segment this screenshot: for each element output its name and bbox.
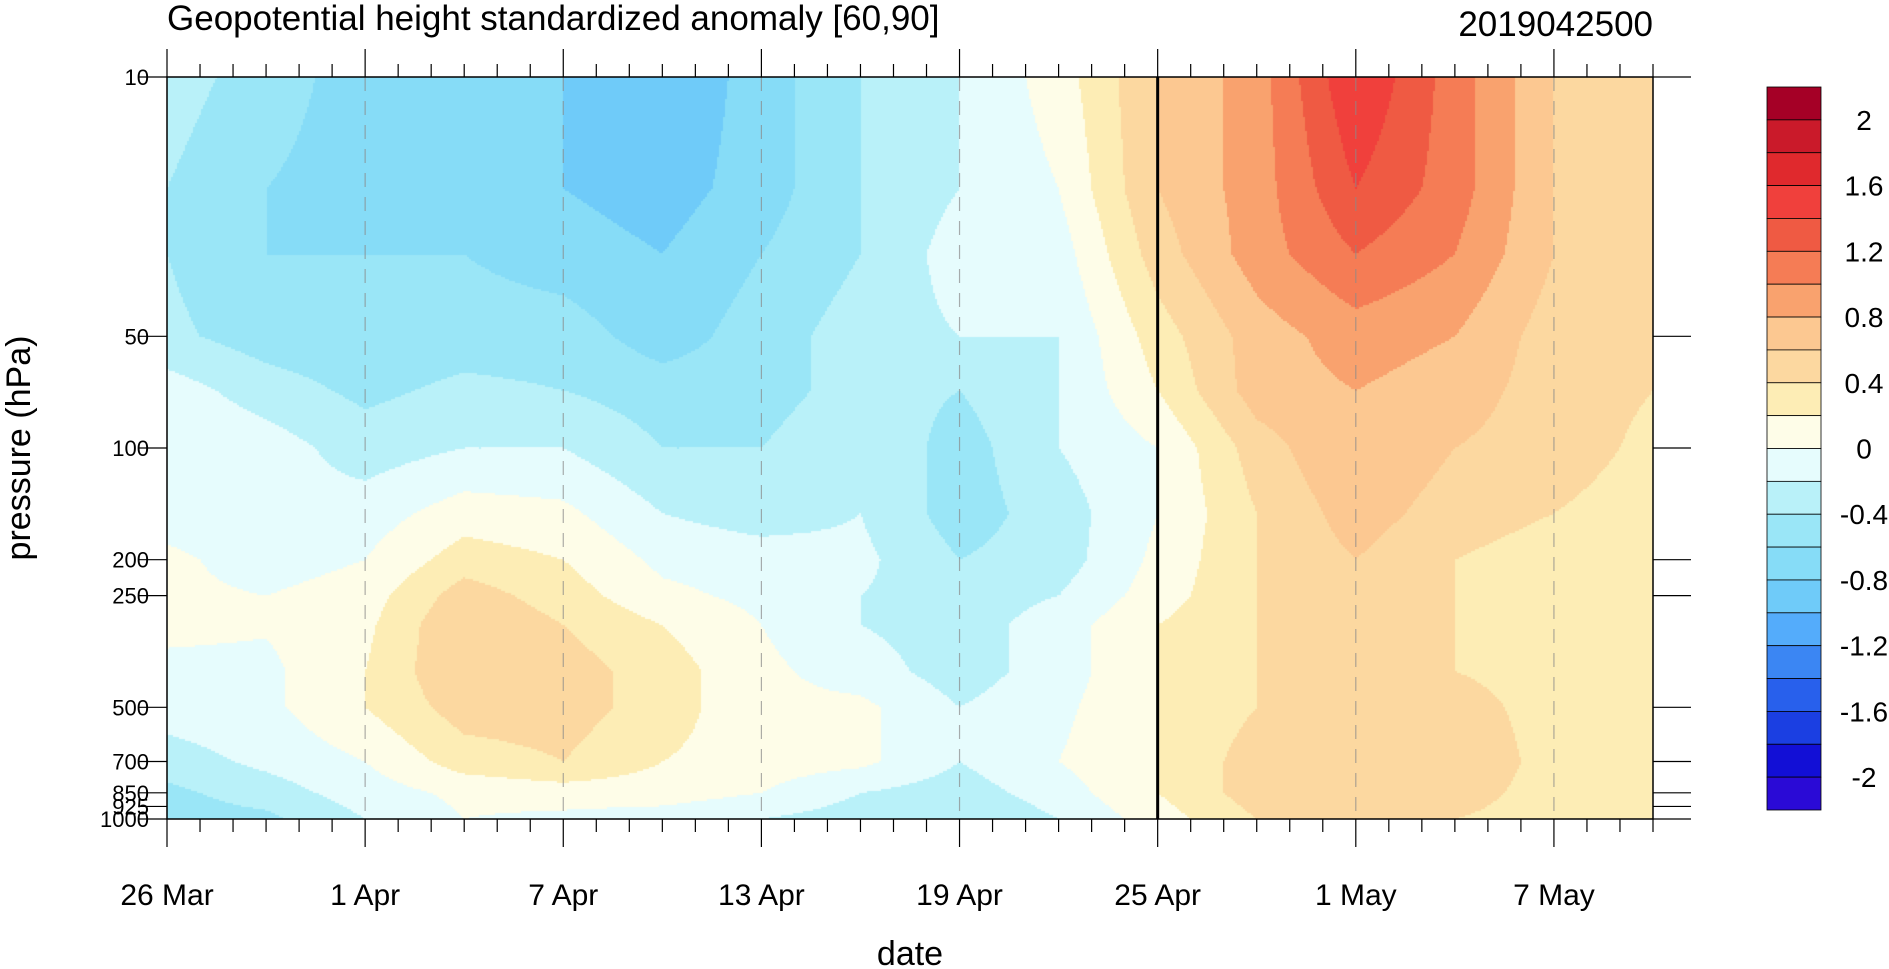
colorbar-swatch <box>1766 513 1822 548</box>
colorbar-swatch <box>1766 579 1822 614</box>
colorbar-swatch <box>1766 349 1822 384</box>
colorbar-swatch <box>1766 645 1822 679</box>
colorbar-swatch <box>1766 119 1822 154</box>
y-axis-label: pressure (hPa) <box>0 336 38 561</box>
colorbar-swatch <box>1766 480 1822 515</box>
x-tick-label: 19 Apr <box>916 879 1003 912</box>
colorbar-label: -1.2 <box>1840 631 1888 662</box>
y-tick-label: 100 <box>112 436 149 461</box>
plot-frame <box>166 76 1654 820</box>
colorbar-label: 1.2 <box>1845 236 1884 267</box>
colorbar-swatch <box>1766 283 1822 318</box>
colorbar-swatch <box>1766 218 1822 252</box>
colorbar-label: -2 <box>1852 762 1877 793</box>
y-tick-label: 10 <box>125 65 149 90</box>
colorbar-label: -0.8 <box>1840 565 1888 596</box>
colorbar: 2 1.6 1.2 0.8 0.4 0 -0.4 -0.8 -1.2 -1.6 -2 <box>1766 86 1888 811</box>
colorbar-label: -0.4 <box>1840 499 1888 530</box>
colorbar-swatch <box>1766 316 1822 351</box>
y-tick-label: 50 <box>125 324 149 349</box>
contour-fill <box>167 77 1653 819</box>
chart-title: Geopotential height standardized anomaly… <box>167 0 939 38</box>
x-tick-label: 7 Apr <box>528 879 598 912</box>
colorbar-swatch <box>1766 152 1822 186</box>
colorbar-swatch <box>1766 612 1822 647</box>
colorbar-swatch <box>1766 743 1822 778</box>
y-tick-label: 850 <box>112 781 149 806</box>
colorbar-swatch <box>1766 185 1822 219</box>
colorbar-swatch <box>1766 546 1822 581</box>
colorbar-swatch <box>1766 86 1822 121</box>
y-tick-label: 1000 <box>100 807 149 832</box>
x-tick-label: 26 Mar <box>120 879 213 912</box>
colorbar-swatch <box>1766 448 1822 482</box>
y-tick-label: 200 <box>112 548 149 573</box>
colorbar-label: -1.6 <box>1840 696 1888 727</box>
contour-field <box>167 77 1653 819</box>
x-tick-label: 25 Apr <box>1114 879 1201 912</box>
chart-timestamp: 2019042500 <box>1458 5 1653 44</box>
x-tick-label: 7 May <box>1513 879 1595 912</box>
colorbar-swatch <box>1766 776 1822 811</box>
colorbar-swatch <box>1766 711 1822 745</box>
x-axis-label: date <box>877 935 943 969</box>
colorbar-swatch <box>1766 382 1822 417</box>
colorbar-swatch <box>1766 415 1822 449</box>
y-tick-label: 700 <box>112 750 149 775</box>
x-tick-label: 1 Apr <box>330 879 400 912</box>
colorbar-swatch <box>1766 678 1822 712</box>
x-axis: 26 Mar 1 Apr 7 Apr 13 Apr 19 Apr 25 Apr 1 May 7… <box>120 49 1654 912</box>
colorbar-label: 0 <box>1856 434 1872 465</box>
x-tick-label: 13 Apr <box>718 879 805 912</box>
colorbar-label: 2 <box>1856 105 1872 136</box>
colorbar-swatch <box>1766 250 1822 285</box>
colorbar-label: 0.4 <box>1845 368 1884 399</box>
y-tick-label: 250 <box>112 584 149 609</box>
colorbar-label: 0.8 <box>1845 302 1884 333</box>
x-tick-label: 1 May <box>1315 879 1397 912</box>
y-tick-label: 925 <box>112 794 149 819</box>
colorbar-label: 1.6 <box>1845 171 1884 202</box>
y-tick-label: 500 <box>112 695 149 720</box>
